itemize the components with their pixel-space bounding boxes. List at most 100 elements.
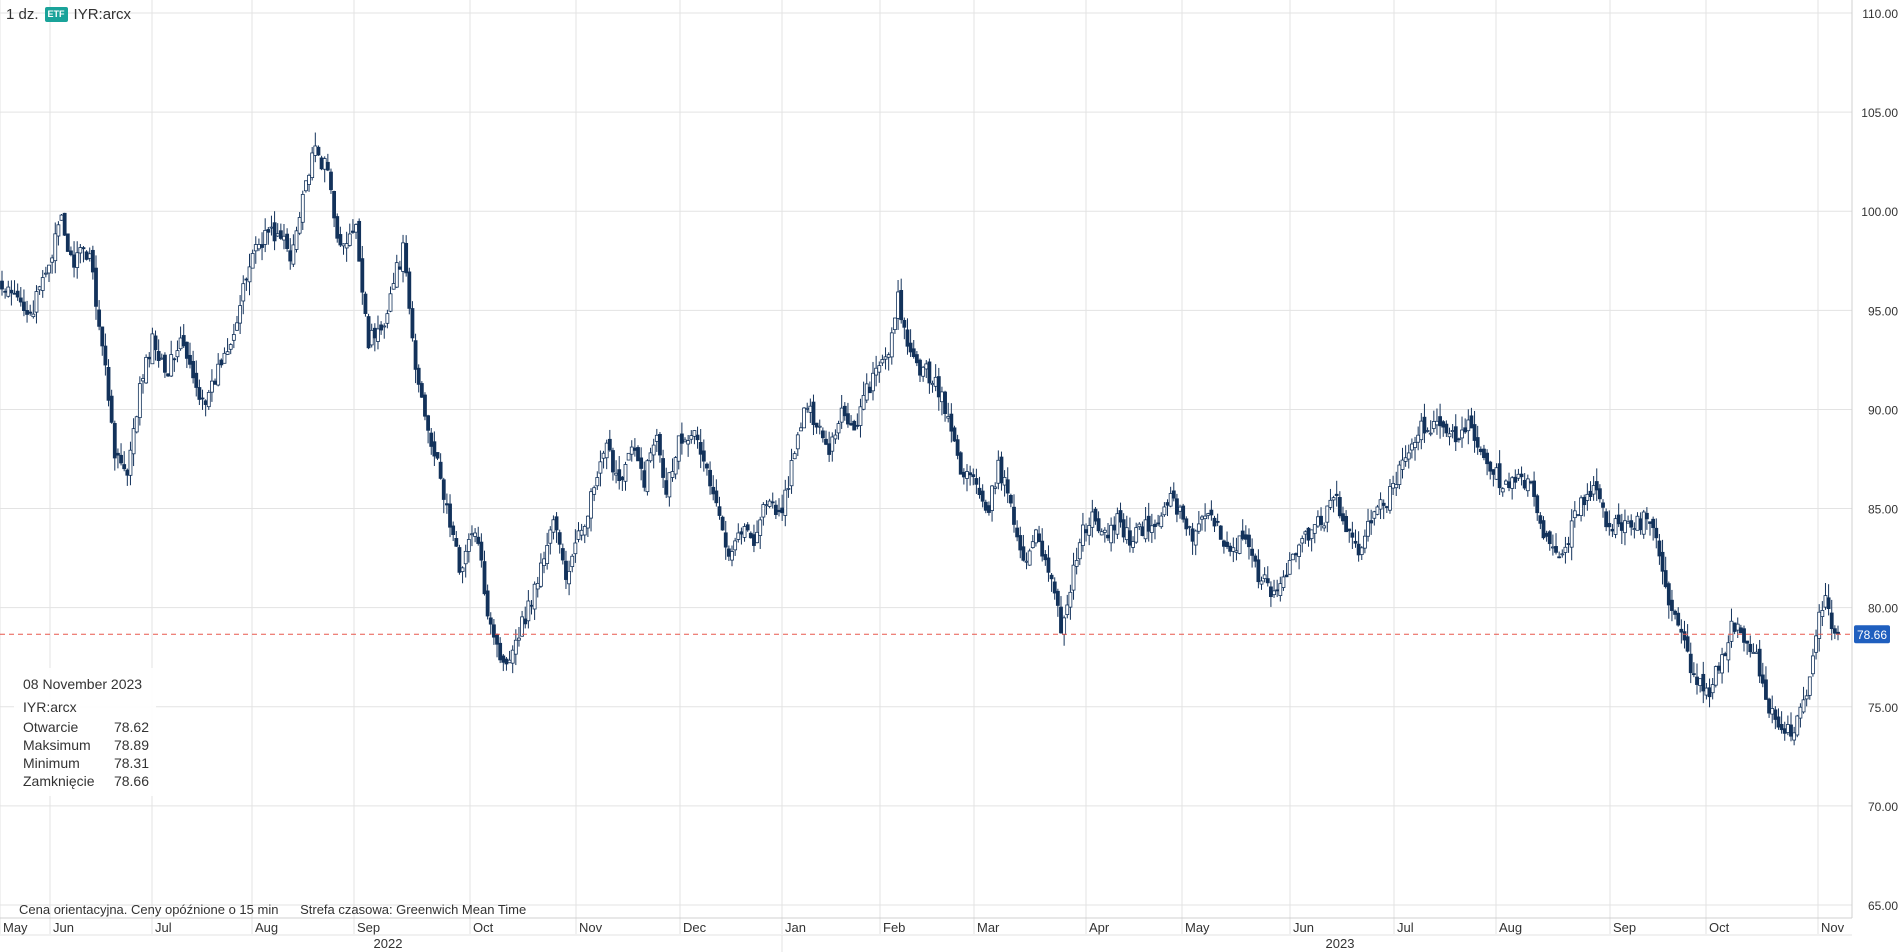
candle-body <box>1106 534 1110 539</box>
candle-body <box>482 561 487 595</box>
candle-body <box>805 407 810 410</box>
candle-body <box>1115 513 1120 535</box>
candle-body <box>730 551 734 561</box>
candle-body <box>1400 459 1405 470</box>
candle-body <box>1804 695 1809 700</box>
x-tick-label: Aug <box>255 920 278 935</box>
candle-body <box>1375 506 1380 515</box>
delay-note: Cena orientacyjna. Ceny opóźnione o 15 m… <box>19 902 544 917</box>
candle-body <box>376 328 380 342</box>
y-tick-label: 65.00 <box>1868 899 1898 913</box>
candle-body <box>654 434 659 442</box>
candle-body <box>454 538 459 547</box>
candle-body <box>1290 553 1295 561</box>
candle-body <box>22 301 26 311</box>
candle-body <box>1322 525 1327 529</box>
candle-body <box>990 485 994 511</box>
candles <box>0 132 1840 746</box>
candle-body <box>410 308 415 339</box>
candle-body <box>200 397 205 400</box>
x-tick-label: Apr <box>1089 920 1110 935</box>
candle-body <box>1102 529 1107 533</box>
candle-body <box>1284 574 1289 578</box>
candle-body <box>1814 635 1818 653</box>
candle-body <box>814 422 819 428</box>
candle-body <box>582 526 587 536</box>
candle-body <box>523 618 528 625</box>
candle-body <box>429 432 434 447</box>
candle-body <box>1538 515 1543 524</box>
candle-body <box>137 383 142 419</box>
candle-body <box>1196 523 1201 532</box>
candle-body <box>983 501 988 511</box>
candle-body <box>1081 524 1085 546</box>
candle-body <box>206 391 211 408</box>
candle-body <box>723 532 728 548</box>
candle-body <box>84 251 89 260</box>
candle-body <box>188 354 192 365</box>
candle-body <box>1441 421 1446 428</box>
candle-body <box>1034 529 1038 544</box>
candle-body <box>1347 528 1352 532</box>
x-tick-label: Sep <box>357 920 380 935</box>
candle-body <box>1328 499 1333 508</box>
tooltip-date: 08 November 2023 <box>23 676 143 692</box>
candle-body <box>1128 530 1132 546</box>
candle-body <box>1096 518 1101 532</box>
candle-body <box>269 226 274 229</box>
candle-body <box>1801 699 1806 713</box>
candle-body <box>1547 531 1552 545</box>
candle-body <box>257 244 261 250</box>
candle-body <box>288 250 293 262</box>
candle-body <box>1040 540 1045 557</box>
candle-body <box>1610 528 1615 532</box>
candle-body <box>216 363 221 386</box>
candle-body <box>914 354 919 364</box>
candle-body <box>1807 676 1812 696</box>
candle-body <box>407 271 412 309</box>
candle-body <box>28 311 33 314</box>
candle-body <box>974 478 979 485</box>
candle-body <box>1356 543 1361 556</box>
candle-body <box>1510 477 1515 489</box>
symbol-label[interactable]: IYR:arcx <box>73 6 132 23</box>
candle-body <box>351 230 355 233</box>
year-label: 2022 <box>374 936 403 951</box>
candle-body <box>692 430 697 437</box>
candle-body <box>833 434 838 440</box>
candle-body <box>1316 516 1320 527</box>
candle-body <box>811 401 816 425</box>
candle-body <box>1218 525 1223 540</box>
candle-body <box>81 247 86 250</box>
chart-overlays: 78.66 <box>0 625 1890 644</box>
candle-body <box>1666 583 1671 606</box>
candle-body <box>742 526 747 538</box>
candle-body <box>460 567 465 572</box>
candle-body <box>896 291 900 319</box>
candle-body <box>1262 574 1267 580</box>
candle-body <box>1776 716 1781 728</box>
y-tick-label: 70.00 <box>1868 800 1898 814</box>
interval-label[interactable]: 1 dz. <box>6 6 39 23</box>
candle-body <box>1695 676 1699 685</box>
candle-body <box>1052 581 1057 594</box>
candle-body <box>457 547 462 573</box>
candle-body <box>272 222 277 242</box>
candle-body <box>1353 540 1358 544</box>
tooltip-row-open: Otwarcie 78.62 <box>23 719 149 735</box>
y-tick-label: 85.00 <box>1868 503 1898 517</box>
candle-body <box>1319 515 1323 525</box>
candle-body <box>532 583 537 610</box>
candle-body <box>661 458 665 478</box>
candle-body <box>507 659 512 664</box>
candle-body <box>601 452 606 459</box>
candle-body <box>1143 519 1148 540</box>
ohlc-tooltip: 08 November 2023 IYR:arcx Otwarcie 78.62… <box>14 668 156 796</box>
candle-body <box>1413 442 1417 449</box>
candle-body <box>1228 545 1233 552</box>
candle-body <box>755 531 759 544</box>
candle-body <box>213 380 217 385</box>
candle-body <box>1798 706 1803 719</box>
candle-body <box>282 235 286 241</box>
